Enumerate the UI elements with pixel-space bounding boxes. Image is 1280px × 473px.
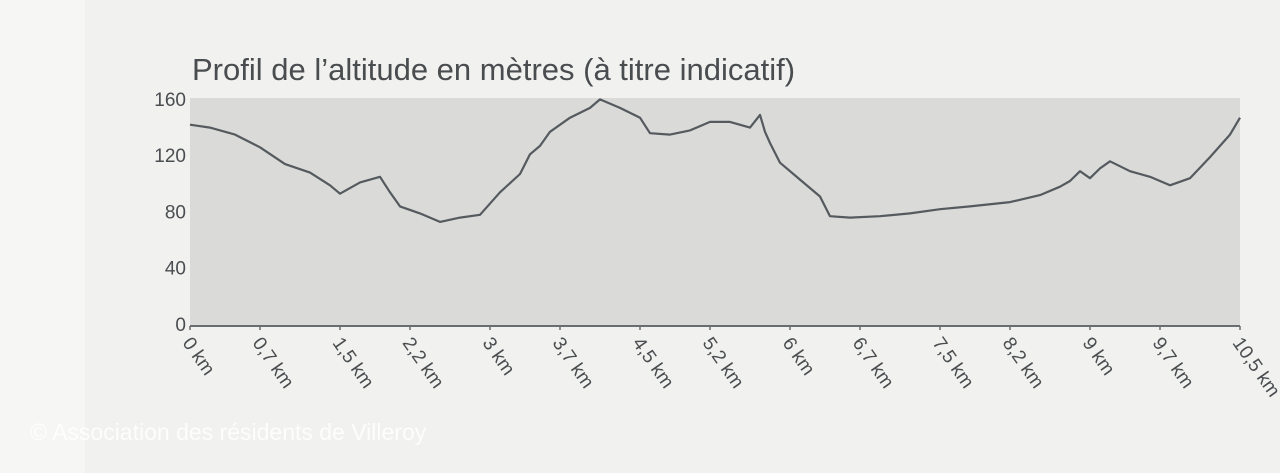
chart-title: Profil de l’altitude en mètres (à titre … [192, 52, 795, 87]
y-tick-label: 120 [154, 146, 186, 167]
plot-area [190, 98, 1240, 326]
y-tick-label: 0 [175, 315, 186, 336]
elevation-line [189, 98, 1241, 223]
credit: © Association des résidents de Villeroy [30, 419, 427, 445]
page-margin [0, 0, 85, 473]
y-tick-label: 160 [154, 90, 186, 111]
y-tick-label: 80 [165, 202, 186, 223]
y-tick-label: 40 [165, 259, 186, 280]
